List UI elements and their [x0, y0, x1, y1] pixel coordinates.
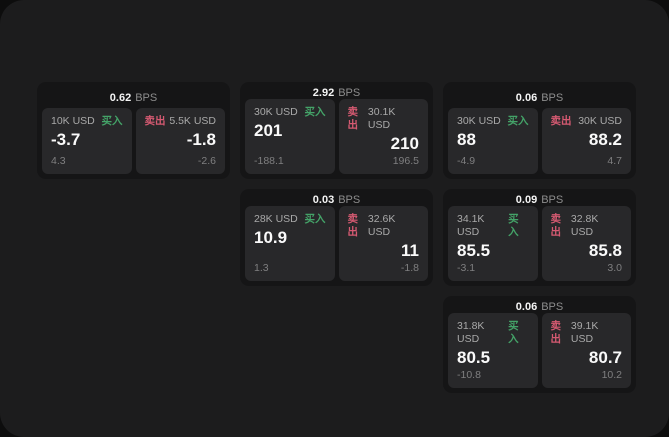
buy-side-label: 买入: [507, 115, 529, 127]
sell-price: -1.8: [186, 130, 216, 149]
sell-panel[interactable]: 卖出 32.8K USD 85.8 3.0: [541, 206, 631, 281]
spread-unit: BPS: [541, 91, 564, 104]
sell-size-label: 30K USD: [578, 115, 622, 127]
spread-value: 0.03: [312, 194, 335, 206]
buy-side-label: 买入: [101, 115, 123, 127]
sell-panel[interactable]: 卖出 32.6K USD 11 -1.8: [338, 206, 428, 281]
sell-price: 85.8: [588, 241, 622, 260]
sell-price: 88.2: [588, 130, 622, 149]
spread-value: 2.92: [312, 87, 335, 99]
buy-price: 88: [457, 130, 476, 149]
sell-side-label: 卖出: [347, 106, 359, 131]
quote-card: 0.09 BPS 34.1K USD 买入 85.5 -3.1 卖出 32.8K…: [443, 189, 636, 286]
quote-card: 2.92 BPS 30K USD 买入 201 -188.1 卖出 30.1K …: [240, 82, 433, 179]
quote-panels: 34.1K USD 买入 85.5 -3.1 卖出 32.8K USD 85.8…: [448, 206, 631, 281]
buy-size-label: 10K USD: [51, 115, 95, 127]
spread-header: 0.62 BPS: [42, 87, 225, 108]
spread-unit: BPS: [338, 87, 361, 99]
spread-unit: BPS: [541, 194, 564, 206]
spread-header: 0.03 BPS: [245, 194, 428, 206]
sell-panel[interactable]: 卖出 5.5K USD -1.8 -2.6: [135, 108, 225, 174]
buy-price: -3.7: [51, 130, 81, 149]
sell-delta: 4.7: [607, 155, 622, 167]
spread-unit: BPS: [338, 194, 361, 206]
buy-size-label: 28K USD: [254, 213, 298, 225]
buy-delta: 1.3: [254, 262, 269, 274]
spread-value: 0.06: [515, 301, 538, 313]
buy-delta: -3.1: [457, 262, 476, 274]
spread-unit: BPS: [541, 301, 564, 313]
sell-panel[interactable]: 卖出 30.1K USD 210 196.5: [338, 99, 428, 174]
buy-price: 80.5: [457, 348, 491, 367]
buy-panel[interactable]: 28K USD 买入 10.9 1.3: [245, 206, 335, 281]
buy-panel[interactable]: 34.1K USD 买入 85.5 -3.1: [448, 206, 538, 281]
buy-price: 85.5: [457, 241, 491, 260]
quote-card: 0.06 BPS 31.8K USD 买入 80.5 -10.8 卖出 39.1…: [443, 296, 636, 393]
spread-value: 0.09: [515, 194, 538, 206]
quote-panels: 31.8K USD 买入 80.5 -10.8 卖出 39.1K USD 80.…: [448, 313, 631, 388]
sell-delta: -2.6: [197, 155, 216, 167]
buy-side-label: 买入: [508, 320, 519, 345]
sell-delta: 3.0: [607, 262, 622, 274]
buy-panel[interactable]: 30K USD 买入 201 -188.1: [245, 99, 335, 174]
buy-size-label: 30K USD: [254, 106, 298, 118]
spread-header: 0.06 BPS: [448, 301, 631, 313]
spread-unit: BPS: [135, 91, 158, 104]
quote-card: 0.62 BPS 10K USD 买入 -3.7 4.3 卖出 5.5K USD: [37, 82, 230, 179]
quote-cards-grid: 0.62 BPS 10K USD 买入 -3.7 4.3 卖出 5.5K USD: [37, 82, 636, 393]
sell-panel[interactable]: 卖出 30K USD 88.2 4.7: [541, 108, 631, 174]
sell-side-label: 卖出: [347, 213, 359, 238]
buy-panel[interactable]: 30K USD 买入 88 -4.9: [448, 108, 538, 174]
spread-value: 0.06: [515, 91, 538, 104]
sell-size-label: 32.8K USD: [570, 213, 599, 238]
quote-panels: 28K USD 买入 10.9 1.3 卖出 32.6K USD 11 -1.8: [245, 206, 428, 281]
sell-price: 210: [390, 134, 419, 153]
sell-delta: 10.2: [601, 369, 622, 381]
buy-side-label: 买入: [304, 106, 326, 118]
buy-delta: -4.9: [457, 155, 476, 167]
buy-size-label: 30K USD: [457, 115, 501, 127]
sell-side-label: 卖出: [550, 213, 562, 238]
buy-delta: 4.3: [51, 155, 66, 167]
sell-delta: -1.8: [400, 262, 419, 274]
quote-card: 0.06 BPS 30K USD 买入 88 -4.9 卖出 30K USD: [443, 82, 636, 179]
buy-size-label: 31.8K USD: [457, 320, 485, 345]
buy-delta: -10.8: [457, 369, 481, 381]
buy-size-label: 34.1K USD: [457, 213, 485, 238]
quote-panels: 30K USD 买入 201 -188.1 卖出 30.1K USD 210 1…: [245, 99, 428, 174]
buy-panel[interactable]: 10K USD 买入 -3.7 4.3: [42, 108, 132, 174]
sell-size-label: 30.1K USD: [367, 106, 396, 131]
sell-price: 80.7: [588, 348, 622, 367]
buy-side-label: 买入: [304, 213, 326, 225]
sell-delta: 196.5: [392, 155, 419, 167]
sell-size-label: 32.6K USD: [367, 213, 396, 238]
sell-size-label: 39.1K USD: [570, 320, 599, 345]
sell-price: 11: [401, 241, 419, 260]
sell-side-label: 卖出: [550, 320, 562, 345]
buy-panel[interactable]: 31.8K USD 买入 80.5 -10.8: [448, 313, 538, 388]
quote-panels: 30K USD 买入 88 -4.9 卖出 30K USD 88.2 4.7: [448, 108, 631, 174]
spread-header: 0.06 BPS: [448, 87, 631, 108]
sell-size-label: 5.5K USD: [169, 115, 216, 127]
buy-price: 10.9: [254, 228, 288, 247]
sell-panel[interactable]: 卖出 39.1K USD 80.7 10.2: [541, 313, 631, 388]
sell-side-label: 卖出: [144, 115, 166, 127]
buy-delta: -188.1: [254, 155, 284, 167]
spread-header: 0.09 BPS: [448, 194, 631, 206]
spread-header: 2.92 BPS: [245, 87, 428, 99]
spread-value: 0.62: [109, 91, 132, 104]
sell-side-label: 卖出: [550, 115, 572, 127]
quote-panels: 10K USD 买入 -3.7 4.3 卖出 5.5K USD -1.8 -2.…: [42, 108, 225, 174]
buy-side-label: 买入: [508, 213, 519, 238]
buy-price: 201: [254, 121, 283, 140]
quote-card: 0.03 BPS 28K USD 买入 10.9 1.3 卖出 32.6K US…: [240, 189, 433, 286]
